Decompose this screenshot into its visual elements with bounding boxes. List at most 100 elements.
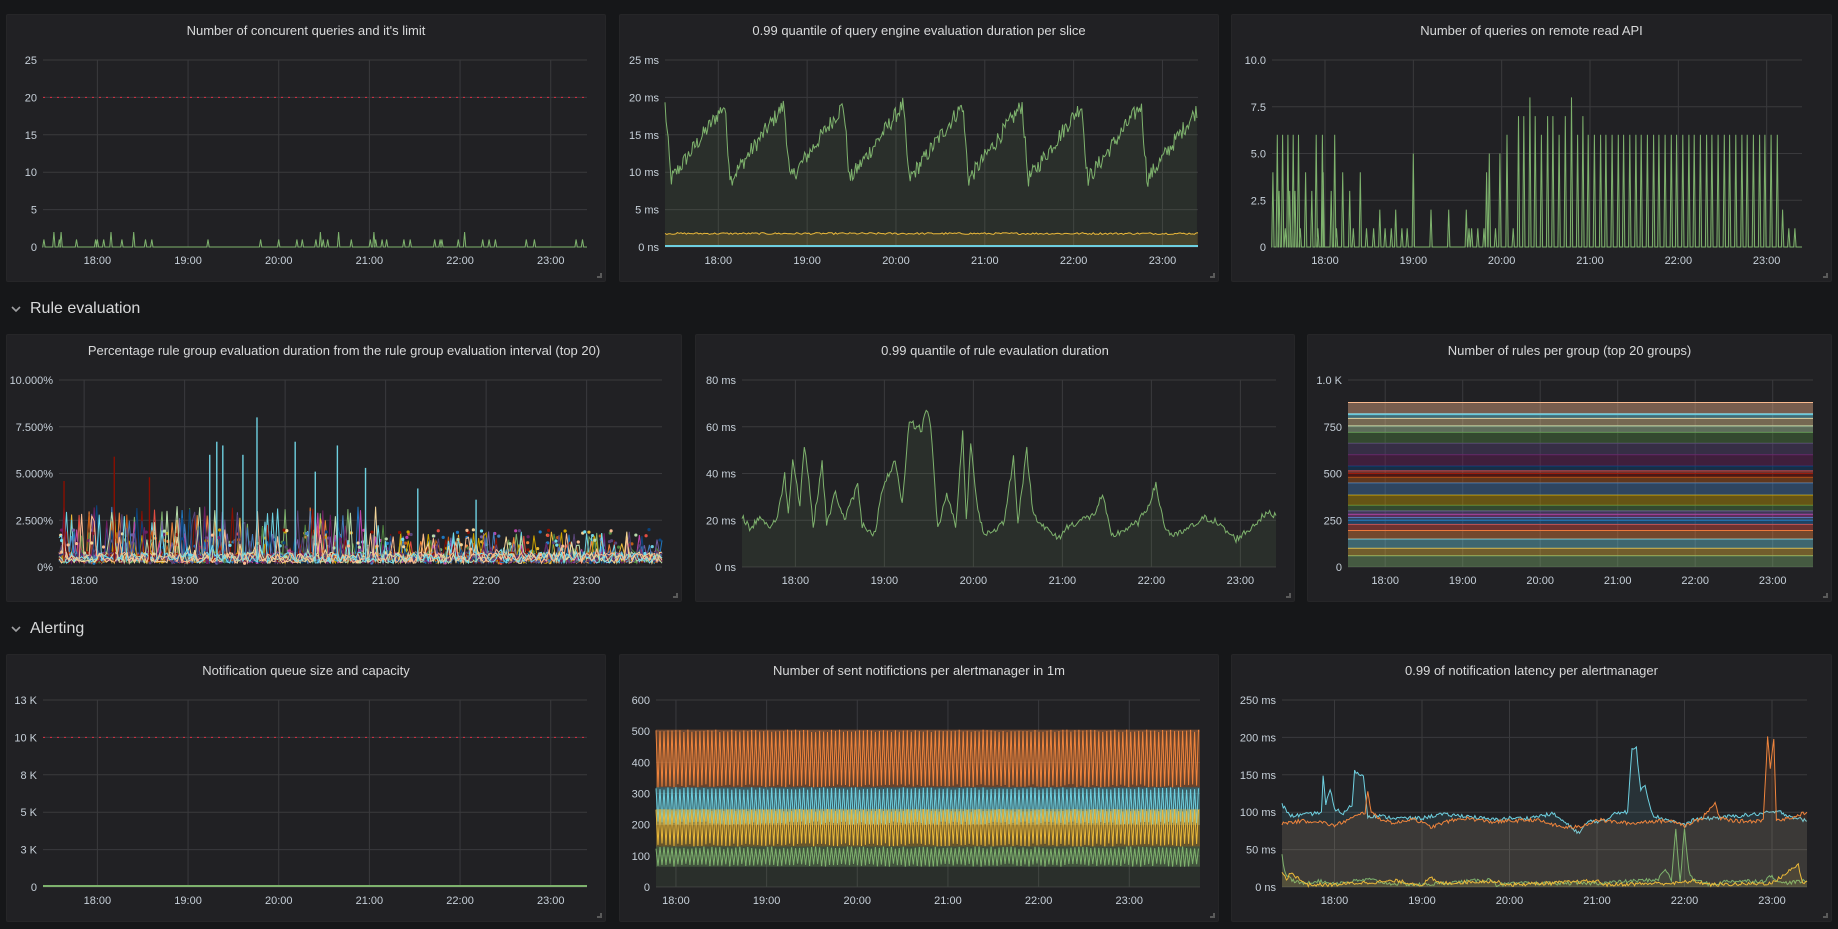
panel-title[interactable]: Number of rules per group (top 20 groups…: [1447, 343, 1692, 358]
data-point: [408, 559, 412, 563]
series-group: [1348, 401, 1813, 567]
stack-band: [1348, 425, 1813, 433]
data-point: [614, 541, 618, 545]
y-tick-label: 200: [632, 820, 650, 832]
series-line: [1281, 736, 1808, 830]
x-tick-label: 20:00: [1526, 575, 1554, 587]
panel-concurrent-queries[interactable]: Number of concurent queries and it's lim…: [6, 14, 606, 282]
y-tick-label: 50 ms: [1246, 845, 1276, 857]
x-tick-label: 21:00: [356, 255, 384, 267]
data-point: [644, 534, 648, 538]
x-tick-label: 20:00: [844, 895, 872, 907]
data-point: [479, 535, 484, 539]
stack-band: [1348, 495, 1813, 506]
panel-title[interactable]: Percentage rule group evaluation duratio…: [87, 343, 601, 358]
data-point: [456, 537, 460, 542]
panel-rules-per-group[interactable]: Number of rules per group (top 20 groups…: [1307, 334, 1832, 602]
resize-handle[interactable]: [1286, 593, 1291, 598]
resize-handle[interactable]: [597, 913, 602, 918]
x-tick-label: 23:00: [537, 895, 565, 907]
resize-handle[interactable]: [1210, 273, 1215, 278]
series-line: [42, 231, 587, 248]
data-point: [508, 542, 512, 546]
panel-remote-read-queries[interactable]: Number of queries on remote read API 0 2.…: [1231, 14, 1832, 282]
resize-handle[interactable]: [673, 593, 678, 598]
data-point: [459, 543, 463, 547]
panel-rule-group-eval-percentage[interactable]: Percentage rule group evaluation duratio…: [6, 334, 682, 602]
panel-notification-latency[interactable]: 0.99 of notification latency per alertma…: [1231, 654, 1832, 922]
data-point: [205, 560, 209, 565]
y-tick-label: 0: [644, 882, 650, 894]
data-point: [469, 547, 473, 551]
y-tick-label: 13 K: [14, 695, 37, 707]
y-tick-label: 20 ms: [706, 515, 736, 527]
stack-band: [1348, 510, 1813, 515]
resize-handle[interactable]: [1823, 593, 1828, 598]
x-tick-label: 19:00: [1400, 255, 1428, 267]
series-line: [664, 232, 1199, 236]
data-point: [60, 538, 64, 543]
x-tick-label: 23:00: [1227, 575, 1255, 587]
x-tick-label: 18:00: [705, 255, 733, 267]
y-tick-label: 7.5: [1251, 102, 1266, 114]
panel-query-engine-duration[interactable]: 0.99 quantile of query engine evaluation…: [619, 14, 1219, 282]
data-point: [630, 542, 634, 546]
panel-title[interactable]: 0.99 of notification latency per alertma…: [1405, 663, 1658, 678]
data-point: [148, 561, 152, 565]
x-tick-label: 18:00: [782, 575, 810, 587]
series-line-fill: [665, 232, 1198, 247]
resize-handle[interactable]: [1210, 913, 1215, 918]
data-point: [228, 543, 232, 547]
y-tick-label: 5.000%: [16, 469, 54, 481]
data-point: [593, 538, 597, 542]
series-group: [1271, 97, 1802, 248]
y-tick-label: 300: [632, 789, 650, 801]
resize-handle[interactable]: [1823, 913, 1828, 918]
data-point: [517, 529, 522, 533]
panel-sent-notifications[interactable]: Number of sent notifictions per alertman…: [619, 654, 1219, 922]
y-tick-label: 10: [25, 167, 37, 179]
data-point: [546, 533, 550, 537]
stack-band: [1348, 477, 1813, 483]
data-point: [609, 539, 614, 543]
panel-title[interactable]: 0.99 quantile of query engine evaluation…: [752, 23, 1086, 38]
series-line: [1281, 862, 1808, 888]
y-tick-label: 0: [1260, 242, 1266, 254]
x-tick-label: 19:00: [753, 895, 781, 907]
data-point: [406, 530, 410, 534]
data-point: [152, 552, 156, 556]
panel-title[interactable]: Number of sent notifictions per alertman…: [773, 663, 1065, 678]
row-header-rule-evaluation[interactable]: Rule evaluation: [10, 296, 140, 322]
resize-handle[interactable]: [1823, 273, 1828, 278]
x-tick-label: 19:00: [174, 895, 202, 907]
panel-title[interactable]: 0.99 quantile of rule evaulation duratio…: [881, 343, 1109, 358]
series-line-fill: [1282, 828, 1807, 887]
y-tick-label: 60 ms: [706, 422, 736, 434]
data-point: [526, 535, 530, 539]
panel-rule-eval-duration[interactable]: 0.99 quantile of rule evaulation duratio…: [695, 334, 1295, 602]
data-point: [546, 528, 551, 532]
row-title: Rule evaluation: [30, 300, 141, 317]
data-point: [71, 528, 76, 532]
y-tick-label: 5.0: [1251, 149, 1266, 161]
data-point: [346, 544, 351, 548]
data-point: [526, 548, 530, 552]
baseline-fill: [656, 866, 1200, 887]
panel-title[interactable]: Number of queries on remote read API: [1420, 23, 1643, 38]
panel-notification-queue[interactable]: Notification queue size and capacity 0 3 …: [6, 654, 606, 922]
row-header-alerting[interactable]: Alerting: [10, 616, 84, 642]
panel-title[interactable]: Notification queue size and capacity: [202, 663, 410, 678]
data-point: [441, 535, 445, 539]
x-tick-label: 18:00: [1371, 575, 1399, 587]
data-point: [536, 546, 540, 551]
panel-title[interactable]: Number of concurent queries and it's lim…: [186, 23, 426, 38]
resize-handle[interactable]: [597, 273, 602, 278]
y-tick-label: 10.0: [1245, 55, 1266, 67]
x-tick-label: 22:00: [1060, 255, 1088, 267]
series-group: [655, 729, 1200, 887]
x-tick-label: 21:00: [372, 575, 400, 587]
stack-band: [1348, 470, 1813, 474]
data-point: [658, 538, 662, 542]
series-line: [664, 97, 1198, 187]
series-group: [43, 736, 587, 887]
